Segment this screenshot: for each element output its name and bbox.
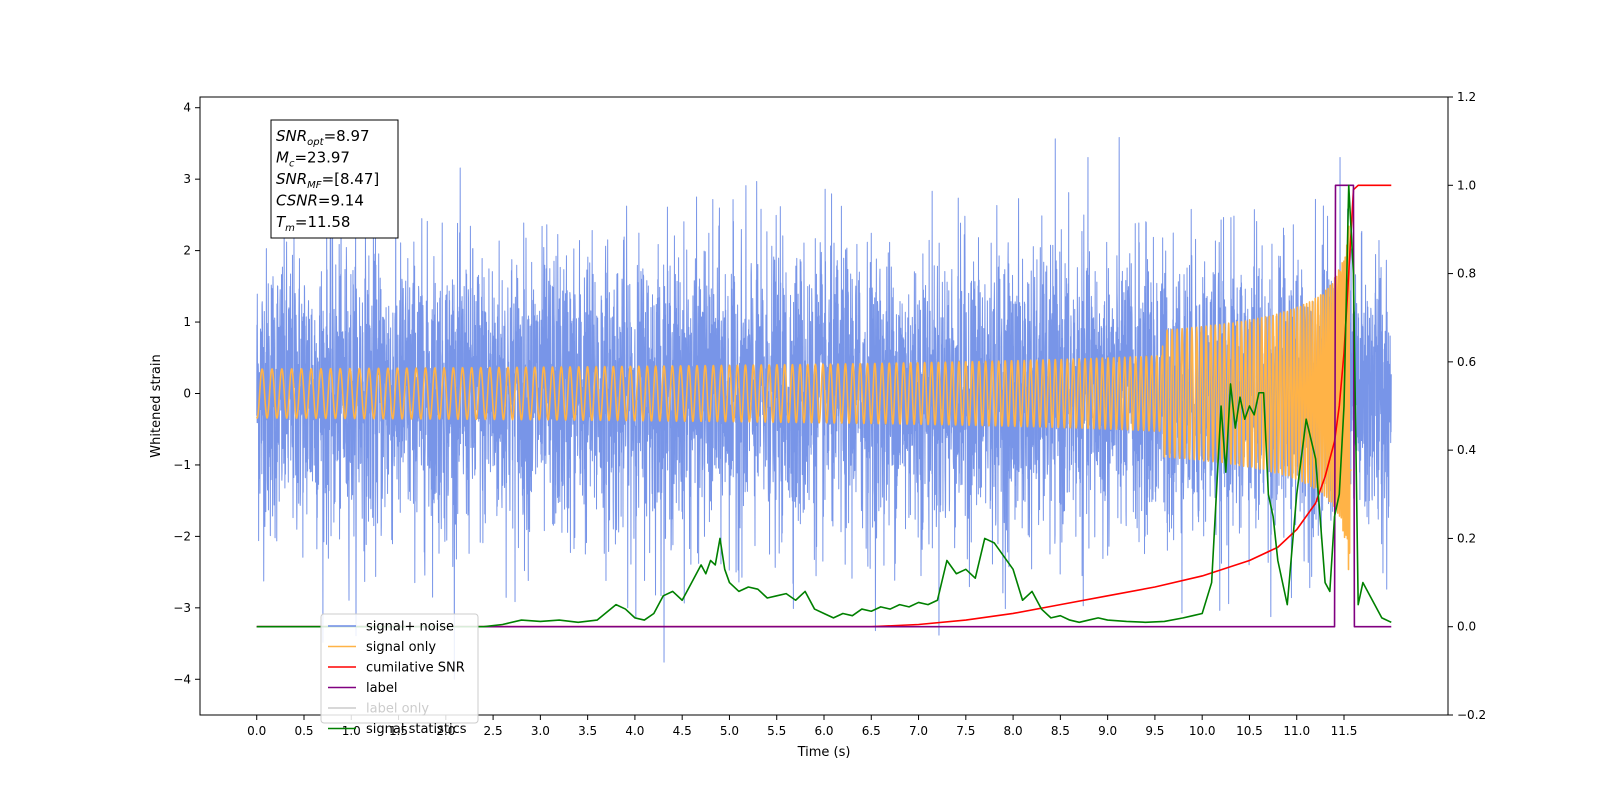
annotation-line: CSNR=9.14 [276,192,364,210]
annotation-line: SNRMF=[8.47] [276,170,379,191]
x-tick-label: 4.0 [625,724,644,738]
x-tick-label: 0.0 [247,724,266,738]
y-tick-label: 0 [183,386,191,400]
x-tick-label: 8.0 [1004,724,1023,738]
y2-tick-label: 0.6 [1457,355,1476,369]
series-line-3 [256,184,1392,628]
y-tick-label: −2 [173,529,191,543]
legend-entry: signal statistics [366,722,467,737]
x-tick-label: 8.5 [1051,724,1070,738]
x-tick-label: 6.0 [814,724,833,738]
annotation-symbol: CSNR [276,192,318,210]
y2-tick-label: 0.0 [1457,620,1476,634]
y-tick-label: 1 [183,315,191,329]
y2-tick-label: 0.4 [1457,443,1476,457]
annotation-subscript: MF [307,180,322,191]
x-tick-label: 5.0 [720,724,739,738]
annotation-symbol: M [276,149,289,167]
x-tick-label: 2.5 [484,724,503,738]
x-tick-label: 11.5 [1331,724,1358,738]
series-line-2 [256,184,1392,628]
y-tick-label: −3 [173,601,191,615]
x-tick-label: 0.5 [294,724,313,738]
y-axis-right: −0.2 0.0 0.2 0.4 0.6 0.8 1.0 1.2 [1448,90,1486,722]
x-axis-label: Time (s) [797,745,851,760]
annotation-subscript: m [285,223,295,234]
plot-lines [255,136,1392,680]
x-tick-label: 10.0 [1189,724,1216,738]
x-tick-label: 7.5 [956,724,975,738]
annotation-value: =[8.47] [322,170,380,188]
legend: signal+ noise signal only cumilative SNR la… [320,613,479,737]
legend-entry: label only [366,702,429,717]
legend-entry: cumilative SNR [366,661,465,676]
y2-tick-label: 0.2 [1457,531,1476,545]
series-line-1 [255,225,1353,571]
x-tick-label: 1.5 [389,724,408,738]
annotation-subscript: opt [307,137,324,148]
x-tick-label: 3.0 [531,724,550,738]
annotation-box: SNRopt=8.97Mc=23.97SNRMF=[8.47]CSNR=9.14… [270,119,399,239]
x-tick-label: 2.0 [436,724,455,738]
legend-frame [320,613,479,724]
annotation-subscript: c [289,159,295,170]
y-tick-label: 4 [183,101,191,115]
y2-tick-label: 0.8 [1457,267,1476,281]
y2-tick-label: 1.0 [1457,178,1476,192]
legend-entry: signal only [366,640,436,655]
series-line-5 [256,184,1392,628]
annotation-value: =23.97 [294,149,350,167]
annotation-line: SNRopt=8.97 [276,127,370,148]
x-tick-label: 4.5 [673,724,692,738]
y-axis-left: −4 −3 −2 −1 0 1 2 3 4 [173,101,200,686]
x-tick-label: 7.0 [909,724,928,738]
x-tick-label: 9.0 [1098,724,1117,738]
x-tick-label: 10.5 [1236,724,1263,738]
x-tick-label: 9.5 [1145,724,1164,738]
y-tick-label: 3 [183,172,191,186]
legend-entry: label [366,681,397,696]
y-tick-label: −1 [173,458,191,472]
x-tick-label: 3.5 [578,724,597,738]
y2-tick-label: −0.2 [1457,708,1486,722]
annotation-symbol: SNR [276,170,307,188]
annotation-symbol: SNR [276,127,307,145]
x-tick-label: 5.5 [767,724,786,738]
annotation-symbol: T [276,213,287,231]
annotation-value: =9.14 [318,192,364,210]
y-tick-label: −4 [173,672,191,686]
legend-entry: signal+ noise [366,620,454,635]
y-tick-label: 2 [183,244,191,258]
x-tick-label: 1.0 [342,724,361,738]
annotation-value: =8.97 [324,127,370,145]
annotation-value: =11.58 [295,213,351,231]
x-tick-label: 6.5 [862,724,881,738]
annotation-line: Tm=11.58 [276,213,350,234]
annotation-frame [270,119,399,239]
x-axis: 0.0 0.5 1.0 1.5 2.0 2.5 3.0 3.5 4.0 4.5 5.0 5.5 6.0 6… [247,715,1357,738]
y2-tick-label: 1.2 [1457,90,1476,104]
annotation-line: Mc=23.97 [276,149,350,170]
x-tick-label: 11.0 [1283,724,1310,738]
y-axis-label: Whitened strain [149,354,164,457]
